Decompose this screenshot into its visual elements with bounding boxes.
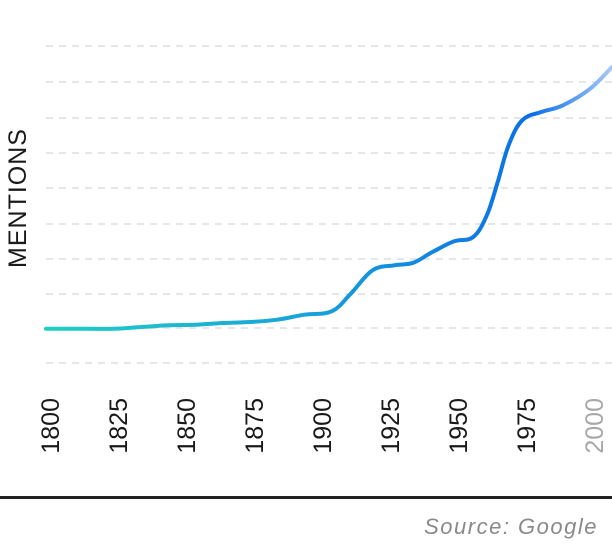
series-line — [44, 65, 612, 331]
x-tick-label: 1825 — [105, 398, 133, 454]
gridlines — [46, 45, 612, 364]
line-chart: MENTIONS 1800 1825 1850 1875 1900 1925 1950 197… — [4, 45, 612, 454]
source-note: Source: Google — [424, 514, 598, 539]
y-axis-label-text: MENTIONS — [4, 128, 32, 268]
x-axis-ticks: 1800 1825 1850 1875 1900 1925 1950 1975 2000 — [37, 398, 609, 454]
x-tick-label: 1900 — [309, 398, 337, 454]
x-tick-label: 1925 — [377, 398, 405, 454]
x-tick-label: 1800 — [37, 398, 65, 454]
x-tick-label: 1975 — [513, 398, 541, 454]
x-tick-label: 2000 — [581, 398, 609, 454]
x-tick-label: 1950 — [445, 398, 473, 454]
bottom-divider — [0, 496, 612, 499]
y-axis-label: MENTIONS — [4, 128, 32, 268]
x-tick-label: 1875 — [241, 398, 269, 454]
x-tick-label: 1850 — [173, 398, 201, 454]
